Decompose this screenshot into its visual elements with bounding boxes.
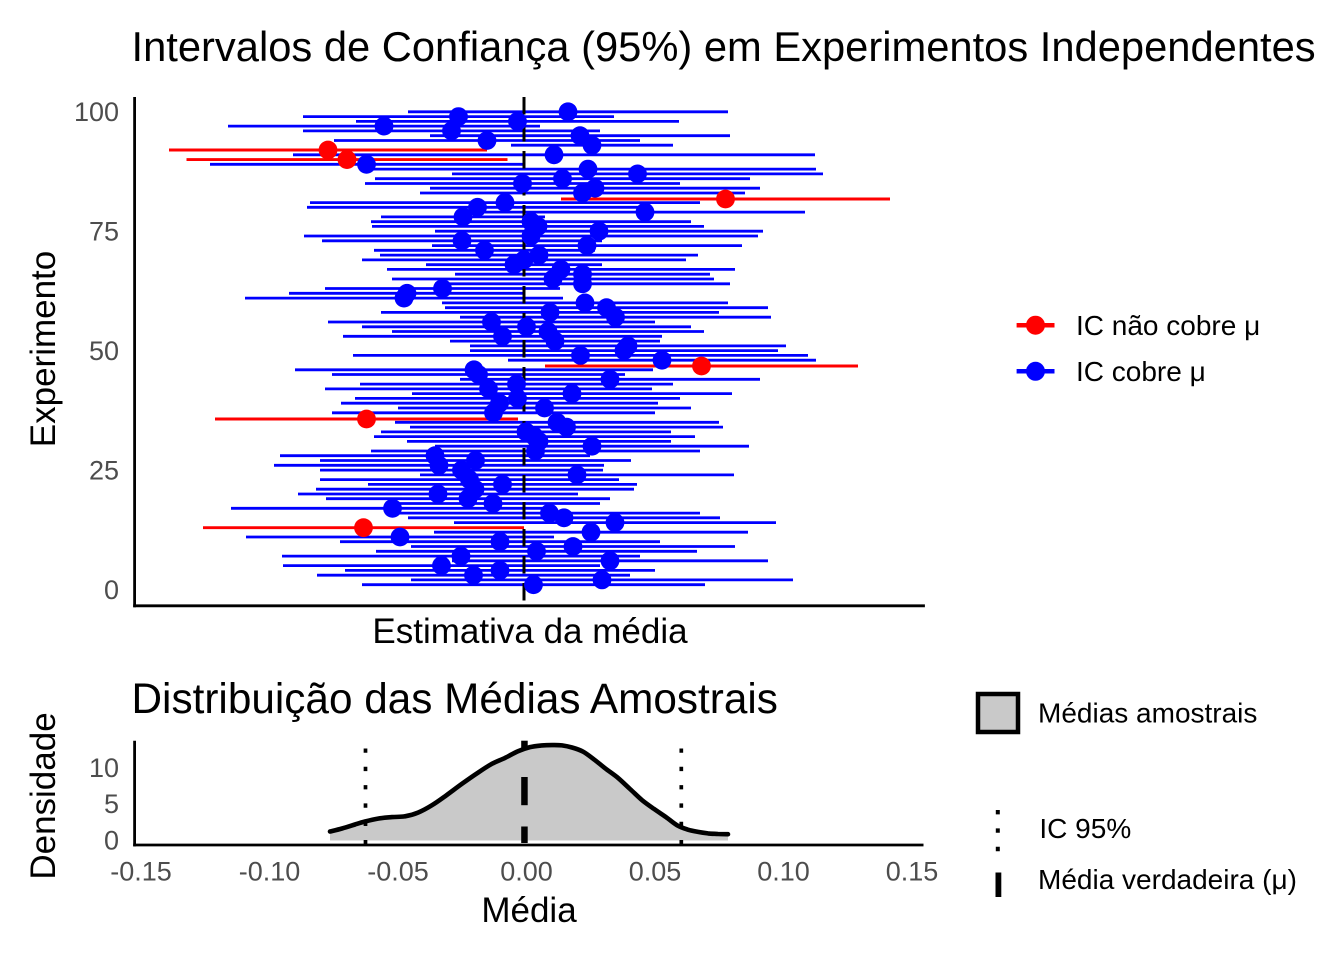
- svg-text:0: 0: [104, 575, 119, 605]
- svg-text:Distribuição das Médias Amostr: Distribuição das Médias Amostrais: [132, 675, 778, 722]
- svg-text:Médias amostrais: Médias amostrais: [1038, 697, 1257, 728]
- svg-text:50: 50: [89, 336, 119, 366]
- svg-text:IC não cobre μ: IC não cobre μ: [1076, 310, 1260, 341]
- svg-text:IC cobre μ: IC cobre μ: [1076, 356, 1206, 387]
- svg-text:0.10: 0.10: [757, 857, 810, 887]
- svg-text:25: 25: [89, 455, 119, 485]
- svg-text:Experimento: Experimento: [24, 251, 63, 447]
- svg-text:100: 100: [74, 97, 119, 127]
- svg-text:Densidade: Densidade: [24, 712, 63, 879]
- svg-text:IC 95%: IC 95%: [1039, 813, 1131, 844]
- svg-text:-0.15: -0.15: [110, 857, 172, 887]
- svg-text:-0.10: -0.10: [239, 857, 301, 887]
- svg-text:0.15: 0.15: [886, 857, 939, 887]
- svg-text:0.00: 0.00: [500, 857, 553, 887]
- svg-text:Média: Média: [481, 891, 577, 930]
- svg-text:0.05: 0.05: [629, 857, 682, 887]
- svg-text:75: 75: [89, 217, 119, 247]
- svg-text:5: 5: [104, 789, 119, 819]
- svg-text:0: 0: [104, 825, 119, 855]
- svg-text:Estimativa da média: Estimativa da média: [372, 612, 688, 651]
- svg-text:Média verdadeira (μ): Média verdadeira (μ): [1038, 864, 1297, 895]
- svg-text:10: 10: [89, 753, 119, 783]
- svg-text:-0.05: -0.05: [367, 857, 429, 887]
- svg-text:Intervalos de Confiança (95%): Intervalos de Confiança (95%) em Experim…: [132, 23, 1316, 70]
